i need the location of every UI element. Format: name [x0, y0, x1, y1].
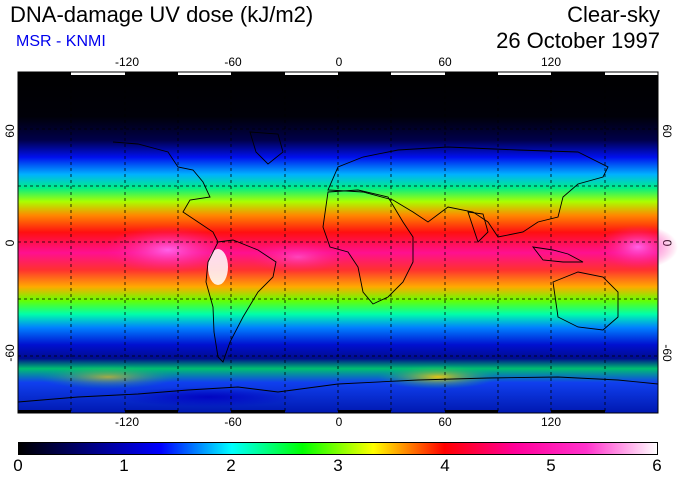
- frame-tick: [178, 72, 231, 75]
- frame-tick: [338, 410, 391, 413]
- lat-tick-right: -60: [660, 344, 674, 362]
- lon-tick-bottom: -120: [114, 415, 140, 429]
- lat-tick-left: -60: [3, 344, 17, 362]
- uv-dose-map: [17, 71, 678, 414]
- dose-antarctic-east: [378, 365, 498, 389]
- lon-tick-top: -120: [114, 55, 140, 69]
- colorbar-label: 6: [652, 456, 662, 475]
- frame-tick: [391, 72, 445, 75]
- lat-tick-left: 60: [3, 124, 17, 138]
- dose-low-polar: [118, 387, 298, 407]
- frame-ticks: [18, 72, 658, 413]
- map-frame: [17, 71, 659, 414]
- source-label: MSR - KNMI: [16, 33, 106, 50]
- frame-tick: [125, 410, 178, 413]
- lon-tick-top: -60: [224, 55, 242, 69]
- coast-india: [467, 211, 489, 243]
- coast-indonesia: [531, 246, 584, 263]
- coast-africa: [322, 189, 414, 305]
- lon-tick-top: 0: [335, 55, 343, 69]
- frame-tick: [18, 410, 71, 413]
- coast-south-america: [205, 239, 277, 363]
- coast-australia: [552, 271, 619, 331]
- lat-tick-right: 60: [660, 124, 674, 138]
- frame-tick: [231, 410, 285, 413]
- lon-tick-top: 120: [540, 55, 562, 69]
- frame-tick: [285, 72, 338, 75]
- colorbar-label: 1: [119, 456, 129, 475]
- frame-tick: [71, 72, 125, 75]
- colorbar-label: 3: [333, 456, 343, 475]
- coastlines: [17, 131, 659, 403]
- dose-max-west-pacific: [598, 225, 678, 269]
- colorbar-label: 5: [546, 456, 556, 475]
- dose-max-atlantic: [248, 241, 348, 273]
- frame-tick: [605, 72, 658, 75]
- condition-label: Clear-sky: [567, 2, 660, 27]
- lon-tick-bottom: 120: [540, 415, 562, 429]
- lon-tick-bottom: -60: [224, 415, 242, 429]
- graticule: [18, 72, 658, 413]
- date-label: 26 October 1997: [496, 28, 660, 53]
- colorbar: [18, 442, 658, 455]
- coast-antarctica: [17, 376, 659, 403]
- frame-tick: [445, 410, 498, 413]
- dose-max-andes: [208, 249, 228, 285]
- map-canvas: [17, 71, 678, 414]
- frame-tick: [551, 410, 605, 413]
- colorbar-label: 0: [13, 456, 23, 475]
- lon-tick-bottom: 0: [335, 415, 343, 429]
- dose-max-pacific: [103, 226, 233, 274]
- coast-north-america: [112, 141, 219, 243]
- dose-antarctic-west: [38, 365, 178, 389]
- map-title: DNA-damage UV dose (kJ/m2): [10, 2, 314, 27]
- lon-tick-bottom: 60: [438, 415, 452, 429]
- frame-tick: [498, 72, 551, 75]
- coast-europe-asia: [327, 146, 609, 238]
- coast-greenland: [249, 131, 284, 165]
- colorbar-label: 4: [440, 456, 450, 475]
- lat-tick-left: 0: [3, 239, 17, 247]
- colorbar-label: 2: [226, 456, 236, 475]
- lon-tick-top: 60: [438, 55, 452, 69]
